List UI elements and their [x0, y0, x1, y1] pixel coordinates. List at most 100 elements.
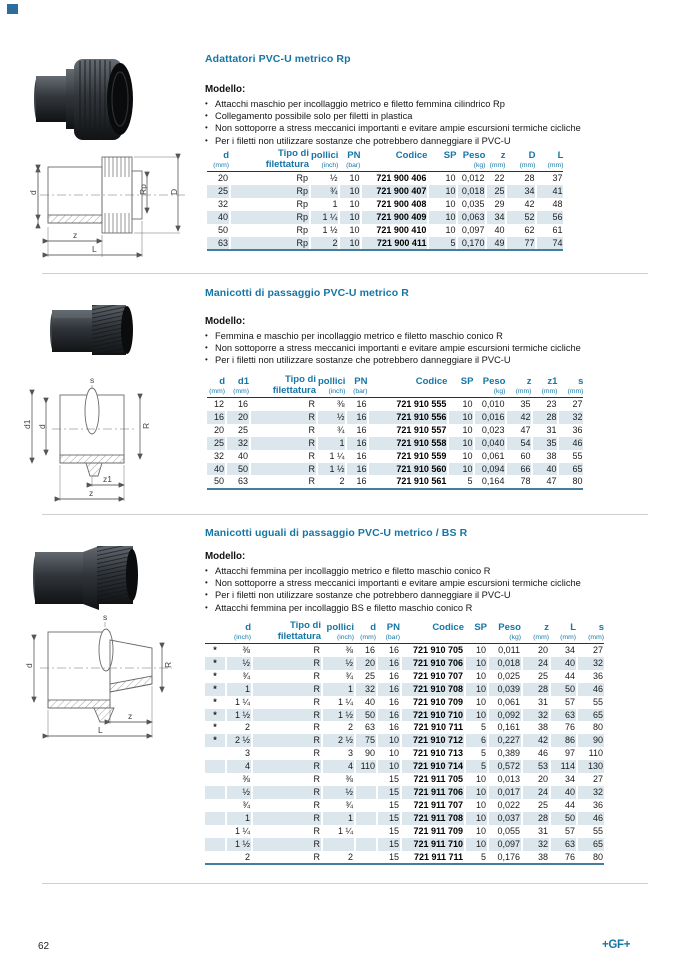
- table-cell: 0,040: [475, 436, 506, 450]
- table-cell: *: [213, 645, 217, 655]
- product-photo-reducing-nipple: [33, 546, 138, 610]
- column-header: pollici (inch): [326, 622, 354, 641]
- table-cell: *: [205, 734, 225, 748]
- table-cell: 0,025: [497, 670, 520, 681]
- table-cell: 10: [462, 399, 473, 409]
- table-cell: 40: [237, 450, 248, 461]
- table-cell: [205, 747, 225, 760]
- table-cell: *: [205, 708, 225, 722]
- dim-label-d: d: [28, 190, 38, 195]
- table-cell: 0,097: [461, 224, 485, 235]
- table-cell: 10: [475, 825, 486, 836]
- table-cell: 25: [237, 424, 248, 435]
- table-cell: 721 910 561: [396, 476, 447, 487]
- bullet-icon: •: [205, 99, 208, 108]
- table-cell: 61: [552, 224, 563, 235]
- bullet-text: Attacchi femmina per incollaggio metrico…: [215, 566, 491, 576]
- column-header: SP: [474, 622, 487, 633]
- table-row: 40 Rp 1 ¼ 10 721 900 409 10 0,063 34 52 56: [207, 210, 564, 224]
- column-header: Tipo di filettatura: [277, 620, 321, 642]
- bullet-icon: •: [205, 590, 208, 600]
- table-cell: R: [251, 436, 316, 450]
- table-cell: 38: [546, 450, 557, 461]
- table-cell: 1 ¼: [234, 825, 250, 836]
- table-cell: 16: [237, 399, 248, 409]
- table-cell: 2 ½: [227, 734, 251, 748]
- table-cell: 6: [466, 734, 487, 748]
- table-row: 32 Rp 1 10 721 900 408 10 0,035 29 42 48: [207, 198, 563, 211]
- spec-table: d (inch) Tipo di filettatura pollici (inch) d(…: [203, 620, 606, 866]
- table-cell: 16: [364, 645, 375, 655]
- table-row: ½ R ½ 15 721 911 706 10 0,017 24 40 32: [205, 785, 604, 799]
- table-cell: 80: [572, 476, 583, 487]
- table-cell: 0,092: [489, 708, 521, 722]
- table-cell: 10: [340, 236, 361, 250]
- column-header: PN (bar): [385, 622, 400, 641]
- table-row: * 1 ¼ R 1 ¼ 40 16 721 910 709 10 0,061 31 57 55: [205, 696, 604, 709]
- table-cell: 5: [466, 760, 487, 774]
- section-divider: [42, 883, 648, 884]
- table-cell: 20: [537, 645, 548, 655]
- table-cell: 63: [551, 837, 576, 851]
- dim-label-z1: z1: [103, 474, 112, 484]
- table-cell: 57: [564, 696, 575, 707]
- table-cell: 110: [356, 760, 376, 774]
- table-row: * 2 R 2 63 16 721 910 711 5 0,161 38 76 80: [205, 721, 604, 734]
- table-cell: 15: [388, 799, 399, 810]
- section1-bullet-list: • Attacchi maschio per incollaggio metric…: [205, 98, 680, 147]
- table-cell: 27: [592, 645, 603, 655]
- table-row: 50 63 R 2 16 721 910 561 5 0,164 78 47 80: [207, 475, 583, 488]
- section3-model-label: Modello:: [205, 551, 246, 562]
- table-cell: 1: [323, 811, 354, 825]
- table-cell: 32: [213, 450, 224, 461]
- table-cell: ¾: [336, 424, 345, 435]
- column-header: d (inch): [234, 622, 251, 641]
- table-cell: 31: [537, 696, 548, 707]
- table-cell: [205, 825, 225, 838]
- table-row: 4 R 4 110 10 721 910 714 5 0,572 53 114 130: [205, 760, 604, 774]
- table-cell: 65: [578, 708, 604, 722]
- table-cell: 0,018: [489, 656, 521, 670]
- table-cell: 0,389: [497, 748, 520, 759]
- section-divider: [42, 514, 648, 515]
- table-cell: 10: [462, 450, 473, 461]
- table-cell: 1 ¼: [311, 210, 339, 224]
- table-cell: 10: [449, 410, 474, 424]
- table-cell: 44: [564, 670, 575, 681]
- table-cell: R: [253, 811, 321, 825]
- bullet-text: Collegamento possibile solo per filetti …: [215, 111, 413, 122]
- table-cell: R: [253, 708, 321, 722]
- table-cell: 32: [356, 682, 376, 696]
- column-header: d1 (mm): [233, 376, 249, 395]
- table-cell: [356, 837, 376, 851]
- table-cell: 34: [564, 645, 575, 655]
- section2-table: d (mm) d1 (mm) Tipo di filettatura pollici (inc…: [205, 374, 585, 491]
- table-cell: 0,039: [489, 682, 521, 696]
- dim-label-R: R: [141, 423, 151, 429]
- table-cell: 15: [378, 811, 400, 825]
- dim-label-R: R: [163, 662, 173, 668]
- column-header: Peso (kg): [462, 150, 486, 169]
- table-cell: [356, 799, 376, 812]
- table-cell: ⅜: [242, 774, 250, 785]
- table-cell: [356, 773, 376, 786]
- section3-bullet-list: • Attacchi femmina per incollaggio metric…: [205, 565, 680, 614]
- bullet-item: • Non sottoporre a stress meccanici impor…: [205, 577, 680, 589]
- table-cell: 0,572: [489, 760, 521, 774]
- table-cell: 721 910 559: [396, 450, 447, 461]
- table-cell: [205, 811, 225, 825]
- table-cell: 0,061: [481, 450, 505, 461]
- table-cell: R: [253, 734, 321, 748]
- table-cell: 16: [356, 450, 367, 461]
- product-photo-nipple: [50, 305, 133, 355]
- table-cell: 15: [388, 774, 399, 785]
- column-header: Peso (kg): [482, 376, 506, 395]
- table-cell: 44: [564, 799, 575, 810]
- table-cell: [356, 785, 376, 799]
- dim-label-L: L: [98, 725, 103, 735]
- table-cell: 55: [592, 825, 603, 836]
- column-header: z (mm): [533, 622, 549, 641]
- table-cell: *: [205, 682, 225, 696]
- table-cell: 10: [445, 224, 456, 235]
